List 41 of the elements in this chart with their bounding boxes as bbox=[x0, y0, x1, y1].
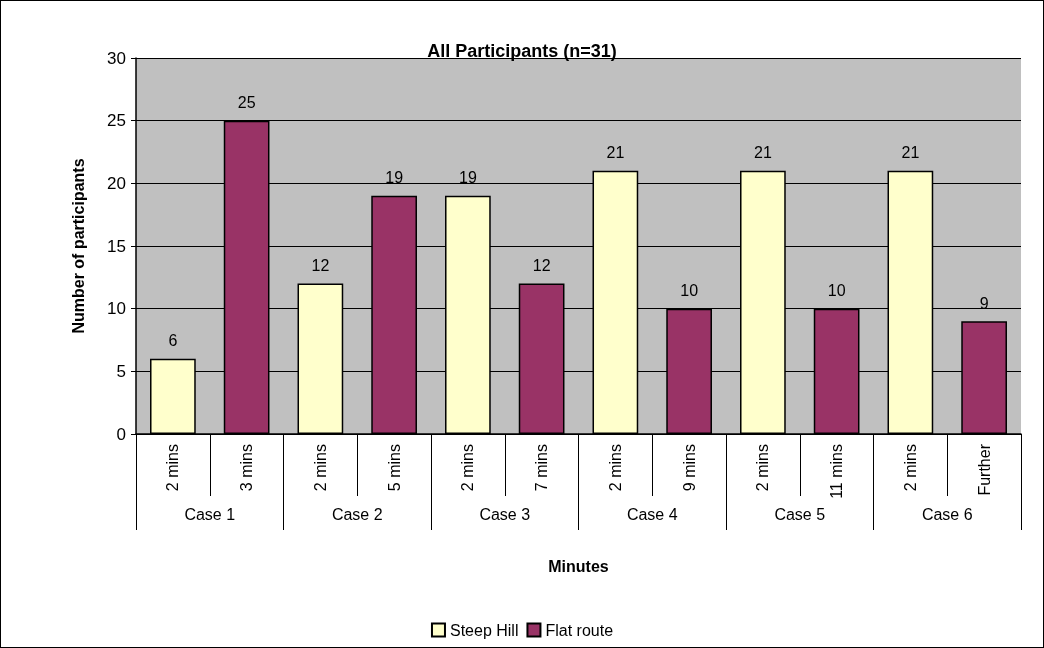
text: Case 3 bbox=[479, 505, 531, 523]
legend-label: Steep Hill bbox=[449, 621, 519, 639]
data-label: 12 bbox=[311, 257, 330, 275]
x-tick-label: 9 mins bbox=[680, 444, 698, 492]
text: Case 6 bbox=[921, 505, 973, 523]
x-tick-label: Further bbox=[975, 443, 993, 496]
data-label: 6 bbox=[168, 332, 178, 350]
data-label: 25 bbox=[237, 94, 256, 112]
x-tick-label: 5 mins bbox=[385, 444, 403, 492]
y-axis-title: Number of participants bbox=[69, 158, 87, 334]
x-tick-label: 2 mins bbox=[311, 444, 329, 492]
x-tick-label: 2 mins bbox=[459, 444, 477, 492]
data-label: 21 bbox=[753, 144, 772, 162]
y-tick-label: 0 bbox=[116, 424, 126, 444]
chart-title: All Participants (n=31) bbox=[427, 41, 617, 61]
y-tick-label: 20 bbox=[107, 173, 126, 193]
y-tick-label: 15 bbox=[107, 236, 126, 256]
text: Case 1 bbox=[184, 505, 236, 523]
x-tick-label: 2 mins bbox=[606, 444, 624, 492]
x-tick-label: 2 mins bbox=[901, 444, 919, 492]
x-tick-label: 11 mins bbox=[828, 444, 846, 499]
legend-label: Flat route bbox=[545, 621, 614, 639]
data-label: 10 bbox=[827, 282, 846, 300]
y-tick-label: 25 bbox=[107, 111, 126, 131]
text: Case 2 bbox=[331, 505, 383, 523]
x-tick-label: 3 mins bbox=[238, 444, 256, 492]
y-tick-label: 10 bbox=[107, 299, 126, 319]
data-label: 19 bbox=[385, 169, 404, 187]
data-label: 10 bbox=[680, 282, 699, 300]
data-label: 19 bbox=[458, 169, 477, 187]
x-axis-title: Minutes bbox=[548, 557, 609, 575]
data-label: 21 bbox=[901, 144, 920, 162]
text: Case 4 bbox=[626, 505, 678, 523]
y-tick-label: 30 bbox=[107, 48, 126, 68]
text: Case 5 bbox=[774, 505, 826, 523]
x-tick-label: 2 mins bbox=[164, 444, 182, 492]
x-tick-label: 2 mins bbox=[754, 444, 772, 492]
x-tick-label: 7 mins bbox=[533, 444, 551, 492]
data-label: 12 bbox=[532, 257, 551, 275]
y-tick-label: 5 bbox=[116, 361, 126, 381]
data-label: 21 bbox=[606, 144, 625, 162]
